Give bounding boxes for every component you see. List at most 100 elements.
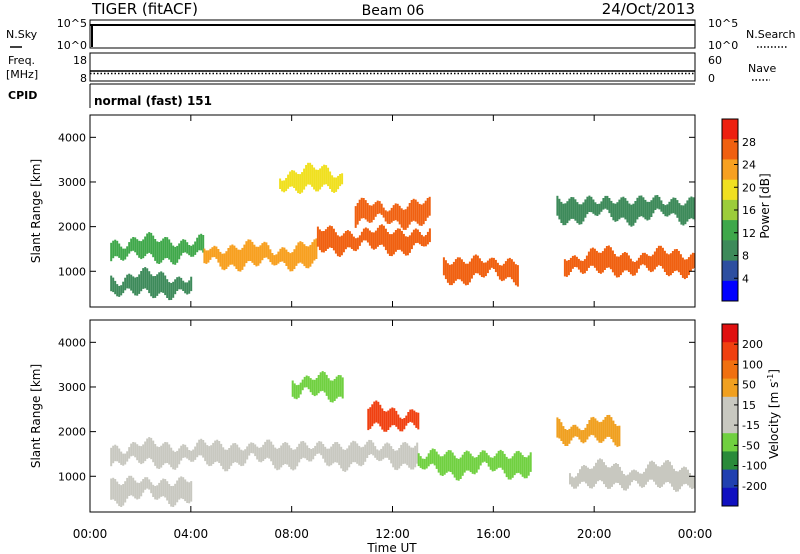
power-cell	[394, 203, 397, 221]
power-cell	[572, 197, 575, 219]
power-cell	[326, 226, 329, 249]
velocity-x-ticks	[89, 320, 696, 512]
power-cell	[614, 203, 617, 222]
velocity-cell	[396, 450, 399, 471]
power-cell	[406, 206, 409, 228]
velocity-cell	[272, 444, 275, 466]
power-cell	[356, 203, 359, 225]
power-cell	[140, 271, 143, 292]
power-cell	[370, 232, 373, 249]
nave-label: Nave	[748, 62, 776, 75]
velocity-cell	[404, 442, 407, 464]
velocity-cell	[116, 481, 119, 504]
power-cell	[601, 251, 604, 273]
power-cell	[456, 257, 459, 280]
velocity-cell	[587, 467, 589, 487]
colorbar-tick-label: 4	[742, 272, 749, 285]
power-cell	[366, 228, 369, 243]
velocity-cell	[178, 448, 181, 465]
power-cell	[406, 236, 409, 256]
velocity-colorbar-label: Velocity [m s-1]	[766, 369, 781, 459]
velocity-cell	[371, 404, 374, 427]
velocity-cell	[431, 448, 434, 464]
velocity-cell	[258, 447, 261, 462]
velocity-cell	[360, 447, 363, 467]
power-cell	[219, 251, 222, 267]
colorbar-swatch	[722, 378, 738, 398]
velocity-cell	[318, 441, 321, 454]
velocity-cell	[368, 439, 371, 455]
power-cell	[293, 249, 296, 270]
power-cell	[418, 203, 421, 226]
velocity-cell	[316, 442, 319, 454]
velocity-cell	[385, 411, 388, 432]
velocity-cell	[138, 445, 141, 463]
velocity-cell	[373, 401, 376, 424]
velocity-cell	[319, 372, 322, 392]
power-colorbar-label: Power [dB]	[758, 173, 772, 238]
power-cell	[333, 177, 336, 193]
power-cell	[610, 200, 613, 217]
power-cell	[360, 231, 363, 243]
power-cell	[378, 225, 381, 245]
velocity-cell	[293, 383, 296, 399]
velocity-cell	[238, 447, 241, 465]
power-cell	[408, 235, 411, 253]
velocity-cell	[362, 446, 365, 465]
power-band-4	[279, 162, 344, 194]
power-cell	[283, 247, 286, 263]
power-cell	[289, 253, 292, 272]
velocity-cell	[280, 445, 283, 468]
power-cell	[502, 263, 505, 281]
power-cell	[666, 204, 669, 217]
velocity-cell	[144, 477, 147, 490]
power-cell	[651, 254, 654, 272]
power-cell	[630, 204, 633, 227]
velocity-cell	[423, 458, 426, 470]
velocity-cell	[479, 452, 482, 466]
power-cell	[295, 172, 298, 191]
power-cell	[307, 246, 310, 269]
velocity-cell	[606, 415, 609, 437]
velocity-cell	[110, 447, 113, 467]
power-cell	[299, 174, 302, 194]
power-cell	[426, 198, 429, 218]
power-cell	[422, 203, 425, 225]
velocity-cell	[331, 380, 334, 403]
power-cell	[241, 247, 244, 270]
power-cell	[130, 274, 133, 291]
velocity-cell	[429, 450, 432, 465]
colorbar-tick-label: -50	[742, 439, 760, 452]
velocity-cell	[604, 417, 607, 439]
velocity-cell	[401, 418, 404, 432]
velocity-cell	[340, 446, 343, 469]
velocity-cell	[513, 453, 516, 476]
velocity-cell	[511, 456, 514, 478]
power-cell	[360, 197, 363, 219]
power-cell	[402, 233, 405, 254]
velocity-cell	[594, 418, 597, 438]
power-cell	[271, 253, 274, 265]
velocity-cell	[172, 485, 175, 507]
power-cell	[184, 239, 187, 253]
velocity-cell	[376, 449, 379, 460]
power-cell	[510, 259, 513, 280]
colorbar-swatch	[722, 469, 738, 489]
velocity-cell	[148, 437, 151, 458]
power-cell	[118, 243, 121, 258]
power-cell	[116, 240, 119, 257]
velocity-cell	[605, 465, 607, 488]
velocity-cell	[180, 445, 183, 461]
velocity-cell	[389, 408, 392, 428]
power-cell	[317, 169, 320, 192]
power-cell	[316, 226, 319, 247]
velocity-cell	[507, 458, 510, 480]
colorbar-tick-label: 24	[742, 159, 756, 172]
power-cell	[664, 205, 667, 217]
velocity-cell	[329, 380, 332, 403]
power-cell	[400, 208, 403, 228]
colorbar-frame	[721, 323, 739, 507]
velocity-cell	[403, 418, 406, 430]
power-cell	[611, 250, 614, 273]
velocity-band-1	[110, 475, 193, 507]
